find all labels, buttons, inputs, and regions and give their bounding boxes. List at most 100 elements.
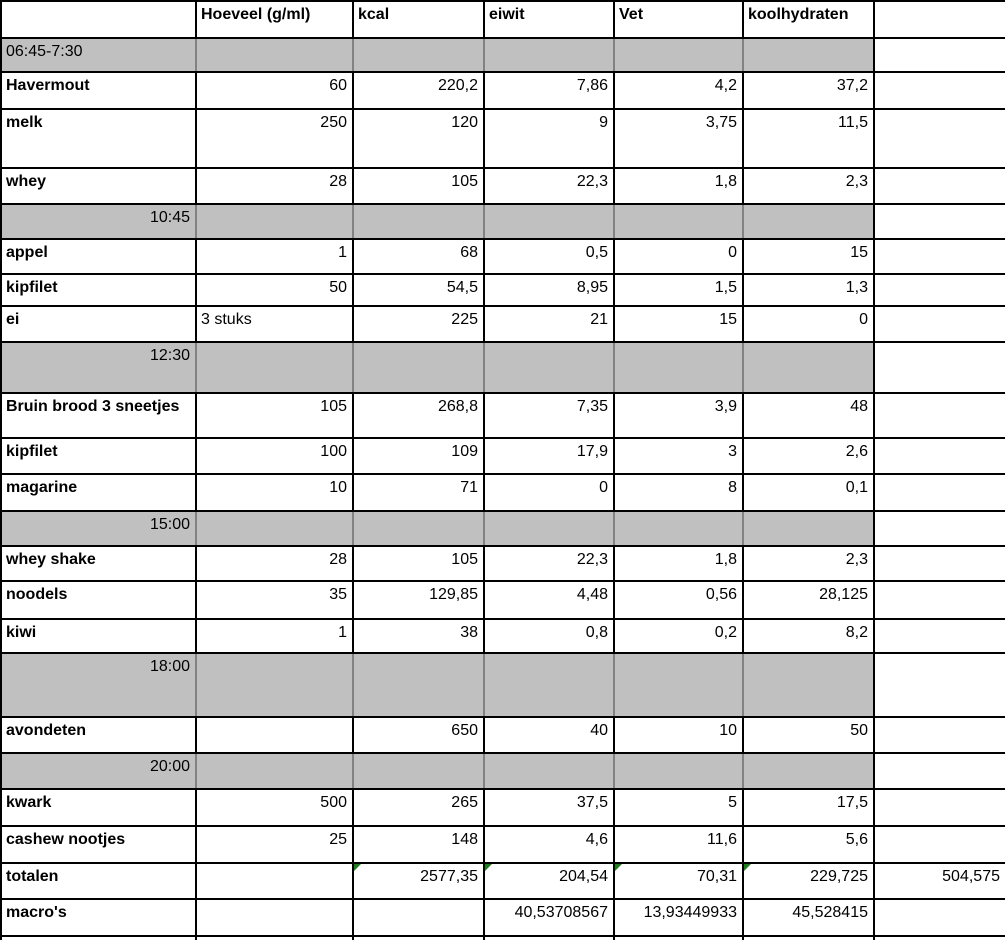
cell-kcal[interactable]: 265 bbox=[352, 788, 485, 827]
meal-time-fill-cell[interactable] bbox=[483, 203, 615, 240]
cell-name[interactable]: melk bbox=[0, 108, 197, 169]
meal-time-fill-cell[interactable] bbox=[613, 37, 744, 73]
cell-eiwit[interactable]: 40,53708567 bbox=[483, 898, 615, 937]
meal-time-fill-cell[interactable] bbox=[613, 203, 744, 240]
meal-time-fill-cell[interactable] bbox=[613, 510, 744, 547]
column-header-eiwit[interactable]: eiwit bbox=[483, 0, 615, 39]
cell-name[interactable]: totalen bbox=[0, 862, 197, 900]
cell-extra[interactable] bbox=[873, 341, 1005, 394]
cell-kcal[interactable]: 109 bbox=[352, 437, 485, 475]
cell-extra[interactable] bbox=[873, 580, 1005, 620]
cell-hoeveel[interactable]: 28 bbox=[195, 545, 354, 582]
meal-time-fill-cell[interactable] bbox=[742, 652, 875, 718]
cell-vet[interactable]: 4,2 bbox=[613, 71, 744, 110]
column-header-vet[interactable]: Vet bbox=[613, 0, 744, 39]
cell-vet[interactable]: 13,93449933 bbox=[613, 898, 744, 937]
cell-vet[interactable]: 11,6 bbox=[613, 825, 744, 864]
cell-extra[interactable] bbox=[873, 473, 1005, 512]
cell-vet[interactable]: 15 bbox=[613, 305, 744, 343]
column-header-koolhydraten[interactable]: koolhydraten bbox=[742, 0, 875, 39]
column-header-blank[interactable] bbox=[0, 0, 197, 39]
cell-eiwit[interactable]: 22,3 bbox=[483, 167, 615, 205]
cell-name[interactable]: avondeten bbox=[0, 716, 197, 754]
cell-name[interactable]: kipfilet bbox=[0, 437, 197, 475]
cell-name[interactable]: noodels bbox=[0, 580, 197, 620]
cell-hoeveel[interactable]: 10 bbox=[195, 473, 354, 512]
cell-extra[interactable] bbox=[873, 752, 1005, 790]
cell-koolhydraten[interactable]: 0,1 bbox=[742, 473, 875, 512]
column-header-hoeveel[interactable]: Hoeveel (g/ml) bbox=[195, 0, 354, 39]
cell-kcal[interactable]: 105 bbox=[352, 545, 485, 582]
meal-time-fill-cell[interactable] bbox=[483, 752, 615, 790]
cell-vet[interactable]: 0,2 bbox=[613, 618, 744, 654]
cell-hoeveel[interactable]: 28 bbox=[195, 167, 354, 205]
cell-extra[interactable] bbox=[873, 167, 1005, 205]
meal-time-cell[interactable]: 20:00 bbox=[0, 752, 197, 790]
cell-kcal[interactable]: 225 bbox=[352, 305, 485, 343]
cell-extra[interactable] bbox=[873, 273, 1005, 307]
cell-hoeveel[interactable]: 1 bbox=[195, 618, 354, 654]
cell-extra[interactable] bbox=[873, 898, 1005, 937]
meal-time-fill-cell[interactable] bbox=[195, 652, 354, 718]
meal-time-fill-cell[interactable] bbox=[352, 652, 485, 718]
cell-name[interactable]: kipfilet bbox=[0, 273, 197, 307]
meal-time-fill-cell[interactable] bbox=[742, 510, 875, 547]
cell-eiwit[interactable]: 37,5 bbox=[483, 788, 615, 827]
cell-eiwit[interactable]: 7,35 bbox=[483, 392, 615, 439]
meal-time-fill-cell[interactable] bbox=[352, 203, 485, 240]
cell-koolhydraten[interactable]: 17,5 bbox=[742, 788, 875, 827]
cell-kcal[interactable]: 105 bbox=[352, 167, 485, 205]
cell-kcal[interactable]: 129,85 bbox=[352, 580, 485, 620]
cell-eiwit[interactable]: 21 bbox=[483, 305, 615, 343]
cell-vet[interactable]: 3,75 bbox=[613, 108, 744, 169]
cell-vet[interactable]: 3,9 bbox=[613, 392, 744, 439]
cell-eiwit[interactable]: 0,8 bbox=[483, 618, 615, 654]
cell-eiwit[interactable]: 7,86 bbox=[483, 71, 615, 110]
cell-extra[interactable] bbox=[873, 788, 1005, 827]
meal-time-fill-cell[interactable] bbox=[352, 37, 485, 73]
cell-koolhydraten[interactable]: 45,528415 bbox=[742, 898, 875, 937]
cell-extra[interactable] bbox=[873, 203, 1005, 240]
cell-eiwit[interactable]: 17,9 bbox=[483, 437, 615, 475]
meal-time-fill-cell[interactable] bbox=[483, 341, 615, 394]
cell-blank[interactable] bbox=[483, 935, 615, 940]
cell-extra[interactable] bbox=[873, 716, 1005, 754]
cell-name[interactable]: kiwi bbox=[0, 618, 197, 654]
cell-kcal[interactable]: 650 bbox=[352, 716, 485, 754]
cell-eiwit[interactable]: 22,3 bbox=[483, 545, 615, 582]
cell-extra[interactable] bbox=[873, 37, 1005, 73]
cell-name[interactable]: Bruin brood 3 sneetjes bbox=[0, 392, 197, 439]
column-header-extra[interactable] bbox=[873, 0, 1005, 39]
meal-time-fill-cell[interactable] bbox=[195, 510, 354, 547]
cell-vet[interactable]: 1,8 bbox=[613, 167, 744, 205]
cell-blank[interactable] bbox=[195, 935, 354, 940]
cell-koolhydraten[interactable]: 48 bbox=[742, 392, 875, 439]
cell-kcal[interactable]: 68 bbox=[352, 238, 485, 275]
cell-vet[interactable]: 0 bbox=[613, 238, 744, 275]
meal-time-fill-cell[interactable] bbox=[742, 203, 875, 240]
cell-koolhydraten[interactable]: 2,3 bbox=[742, 545, 875, 582]
cell-extra[interactable] bbox=[873, 392, 1005, 439]
meal-time-fill-cell[interactable] bbox=[613, 652, 744, 718]
cell-name[interactable]: kwark bbox=[0, 788, 197, 827]
cell-hoeveel[interactable]: 250 bbox=[195, 108, 354, 169]
cell-eiwit[interactable]: 9 bbox=[483, 108, 615, 169]
cell-extra[interactable] bbox=[873, 108, 1005, 169]
cell-vet[interactable]: 5 bbox=[613, 788, 744, 827]
meal-time-fill-cell[interactable] bbox=[195, 37, 354, 73]
cell-hoeveel[interactable]: 50 bbox=[195, 273, 354, 307]
cell-blank[interactable] bbox=[742, 935, 875, 940]
cell-koolhydraten[interactable]: 229,725 bbox=[742, 862, 875, 900]
meal-time-cell[interactable]: 06:45-7:30 bbox=[0, 37, 197, 73]
meal-time-fill-cell[interactable] bbox=[195, 341, 354, 394]
cell-name[interactable]: ei bbox=[0, 305, 197, 343]
meal-time-fill-cell[interactable] bbox=[195, 203, 354, 240]
cell-hoeveel[interactable]: 105 bbox=[195, 392, 354, 439]
cell-name[interactable]: Havermout bbox=[0, 71, 197, 110]
cell-koolhydraten[interactable]: 11,5 bbox=[742, 108, 875, 169]
cell-hoeveel[interactable] bbox=[195, 716, 354, 754]
cell-extra[interactable] bbox=[873, 238, 1005, 275]
column-header-kcal[interactable]: kcal bbox=[352, 0, 485, 39]
cell-eiwit[interactable]: 0 bbox=[483, 473, 615, 512]
meal-time-cell[interactable]: 10:45 bbox=[0, 203, 197, 240]
